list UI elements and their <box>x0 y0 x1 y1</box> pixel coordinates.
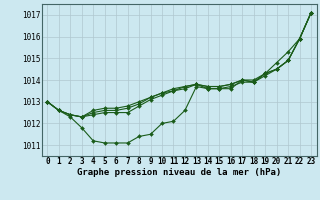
X-axis label: Graphe pression niveau de la mer (hPa): Graphe pression niveau de la mer (hPa) <box>77 168 281 177</box>
